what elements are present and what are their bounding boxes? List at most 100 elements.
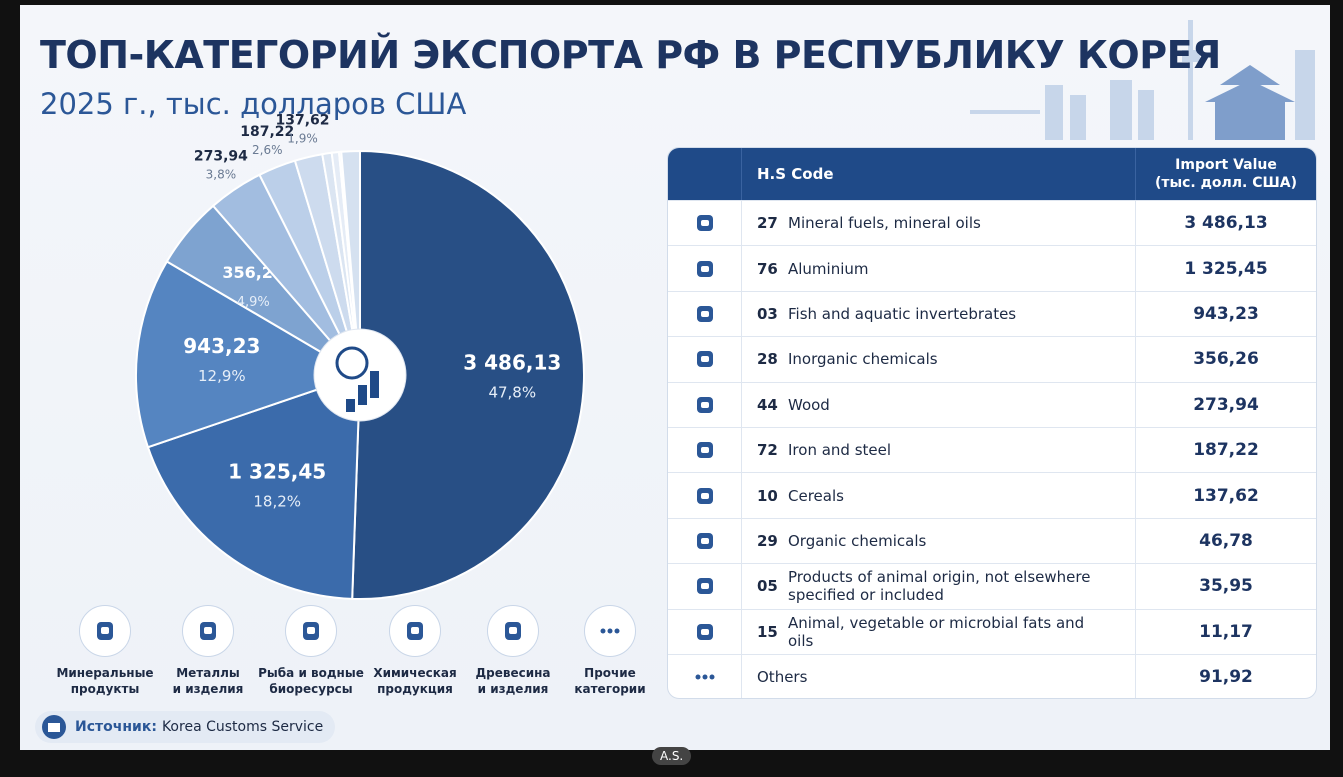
row-value: 46,78 (1199, 530, 1253, 551)
legend-label: продукция (377, 682, 453, 696)
legend-label: Химическая (373, 666, 457, 680)
percentage-label: 47,8% (488, 384, 536, 402)
icon (696, 487, 713, 504)
hs-code: 44 (757, 395, 778, 414)
hs-code: 28 (757, 350, 778, 369)
row-value: 1 325,45 (1184, 258, 1268, 279)
hs-code: 03 (757, 304, 778, 323)
row-icon (668, 438, 741, 462)
row-name: Inorganic chemicals (788, 350, 938, 369)
table-row: 03 Fish and aquatic invertebrates 943,23 (668, 290, 1316, 337)
title: ТОП-КАТЕГОРИЙ ЭКСПОРТА РФ В РЕСПУБЛИКУ К… (40, 33, 1221, 77)
icon (303, 622, 319, 640)
row-value: 3 486,13 (1184, 213, 1268, 234)
pie-slice (351, 149, 585, 600)
row-name: Others (757, 668, 808, 687)
icon (696, 532, 713, 549)
value-label: 273,94 (194, 148, 248, 164)
subtitle: 2025 г., тыс. долларов США (40, 87, 467, 121)
table-row: 05 Products of animal origin, not elsewhe… (668, 563, 1316, 609)
value-label: 943,23 (183, 334, 260, 358)
legend-item: Рыба и водные биоресурсы (256, 605, 366, 697)
row-icon (668, 574, 741, 598)
row-value: 91,92 (1199, 667, 1253, 688)
row-name-cell: Others (741, 654, 1136, 698)
source: Источник: Korea Customs Service (35, 711, 335, 743)
skyline (970, 20, 1315, 140)
table-row: Others 91,92 (668, 653, 1316, 698)
row-value: 187,22 (1193, 440, 1259, 461)
legend-label: и изделия (172, 682, 244, 696)
legend-label: и изделия (477, 682, 549, 696)
icon (695, 674, 714, 680)
row-name: Wood (788, 395, 830, 414)
row-icon (668, 484, 741, 508)
row-name-cell: 05 Products of animal origin, not elsewhe… (741, 564, 1136, 609)
row-icon (668, 393, 741, 417)
icon (696, 396, 713, 413)
legend-label: Рыба и водные (258, 666, 364, 680)
pie-slice (340, 149, 361, 376)
center-icon (335, 346, 369, 380)
table-row: 44 Wood 273,94 (668, 381, 1316, 427)
watermark: A.S. (652, 747, 692, 765)
row-icon (668, 665, 741, 689)
hs-code: 76 (757, 259, 778, 278)
icon (696, 305, 713, 322)
value-header-line: (тыс. долл. США) (1154, 175, 1298, 191)
row-name-cell: 72 Iron and steel (741, 427, 1136, 473)
pie-slice (135, 260, 363, 449)
row-name: Aluminium (788, 259, 869, 278)
value-label: 3 486,13 (463, 351, 561, 375)
center-icon (370, 371, 379, 398)
row-icon (668, 620, 741, 644)
value-header-line: Import Value (1175, 157, 1277, 173)
row-name-cell: 29 Organic chemicals (741, 518, 1136, 564)
table: H.S Code Import Value (тыс. долл. США) 2… (667, 147, 1317, 699)
row-value: 11,17 (1199, 621, 1253, 642)
legend-icon (584, 605, 636, 657)
icon (696, 351, 713, 368)
row-name: Mineral fuels, mineral oils (788, 214, 981, 233)
icon (97, 622, 113, 640)
legend-icon (389, 605, 441, 657)
legend-icon (487, 605, 539, 657)
percentage-label: 12,9% (198, 367, 246, 385)
hs-code: 27 (757, 214, 778, 233)
table-body: 27 Mineral fuels, mineral oils 3 486,13 76 A… (668, 200, 1316, 698)
value-label: 137,62 (275, 113, 329, 129)
legend-item: Древесина и изделия (458, 605, 568, 697)
row-value: 356,26 (1193, 349, 1259, 370)
legend-item: Металлы и изделия (153, 605, 263, 697)
center-icon (358, 385, 367, 405)
value-label: 1 325,45 (228, 459, 326, 483)
table-row: 15 Animal, vegetable or microbial fats an… (668, 608, 1316, 654)
row-icon (668, 257, 741, 281)
row-name: Products of animal origin, not elsewhere… (788, 568, 1091, 605)
table-header: H.S Code Import Value (тыс. долл. США) (668, 148, 1316, 200)
row-value: 943,23 (1193, 303, 1259, 324)
legend-label: Металлы (176, 666, 240, 680)
legend-item: Минеральные продукты (50, 605, 160, 697)
row-icon (668, 211, 741, 235)
source-label: Источник: (75, 719, 157, 735)
legend-label: Прочие (584, 666, 636, 680)
row-name: Fish and aquatic invertebrates (788, 304, 1017, 323)
source-icon (42, 715, 66, 739)
hs-code: 72 (757, 441, 778, 460)
percentage-label: 1,9% (287, 132, 318, 146)
legend-label: категории (574, 682, 646, 696)
row-name-cell: 28 Inorganic chemicals (741, 337, 1136, 382)
row-value: 35,95 (1199, 576, 1253, 597)
icon (696, 578, 713, 595)
table-row: 27 Mineral fuels, mineral oils 3 486,13 (668, 200, 1316, 246)
table-row: 72 Iron and steel 187,22 (668, 426, 1316, 473)
row-name-cell: 27 Mineral fuels, mineral oils (741, 201, 1136, 246)
table-row: 29 Organic chemicals 46,78 (668, 517, 1316, 564)
row-icon (668, 347, 741, 371)
legend-label: Древесина (475, 666, 551, 680)
row-name: Animal, vegetable or microbial fats and … (788, 613, 1085, 650)
center-icon (346, 399, 355, 412)
